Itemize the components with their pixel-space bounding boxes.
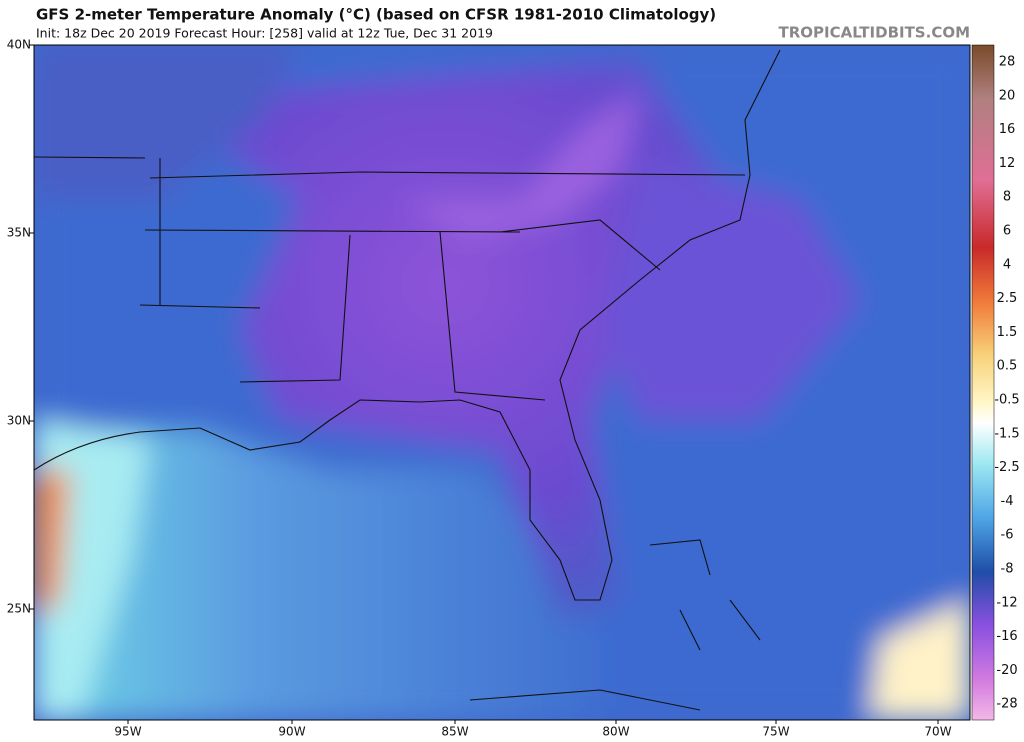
- lon-label: 80W: [602, 725, 629, 739]
- colorbar-label: 8: [1003, 190, 1011, 205]
- colorbar-label: -4: [1001, 494, 1014, 509]
- colorbar-label: -1.5: [994, 426, 1019, 441]
- subtitle: Init: 18z Dec 20 2019 Forecast Hour: [25…: [36, 26, 493, 41]
- lat-label: 30N: [7, 414, 31, 428]
- colorbar-label: 12: [999, 156, 1016, 171]
- colorbar-label: 20: [999, 88, 1016, 103]
- lat-label: 40N: [7, 38, 31, 52]
- colorbar-label: -28: [996, 697, 1017, 712]
- colorbar-label: 4: [1003, 257, 1011, 272]
- lat-label: 25N: [7, 602, 31, 616]
- colorbar-label: 16: [999, 122, 1016, 137]
- colorbar-label: 1.5: [997, 325, 1018, 340]
- colorbar-label: -0.5: [994, 393, 1019, 408]
- coastlines: [34, 49, 781, 711]
- lon-label: 90W: [278, 725, 305, 739]
- map-frame: [33, 44, 971, 721]
- colorbar-label: -16: [996, 629, 1017, 644]
- colorbar-label: -8: [1001, 562, 1014, 577]
- colorbar-label: 28: [999, 55, 1016, 70]
- map: [34, 45, 970, 720]
- lon-label: 85W: [441, 725, 468, 739]
- lon-label: 70W: [924, 725, 951, 739]
- lat-label: 35N: [7, 226, 31, 240]
- colorbar: [971, 44, 995, 721]
- title: GFS 2-meter Temperature Anomaly (°C) (ba…: [36, 6, 716, 24]
- colorbar-label: -6: [1001, 528, 1014, 543]
- colorbar-label: -20: [996, 663, 1017, 678]
- lon-label: 75W: [762, 725, 789, 739]
- colorbar-label: -2.5: [994, 460, 1019, 475]
- colorbar-label: 2.5: [997, 291, 1018, 306]
- colorbar-label: -12: [996, 595, 1017, 610]
- colorbar-label: 6: [1003, 224, 1011, 239]
- colorbar-label: 0.5: [997, 359, 1018, 374]
- lon-label: 95W: [114, 725, 141, 739]
- watermark: TROPICALTIDBITS.COM: [779, 24, 971, 42]
